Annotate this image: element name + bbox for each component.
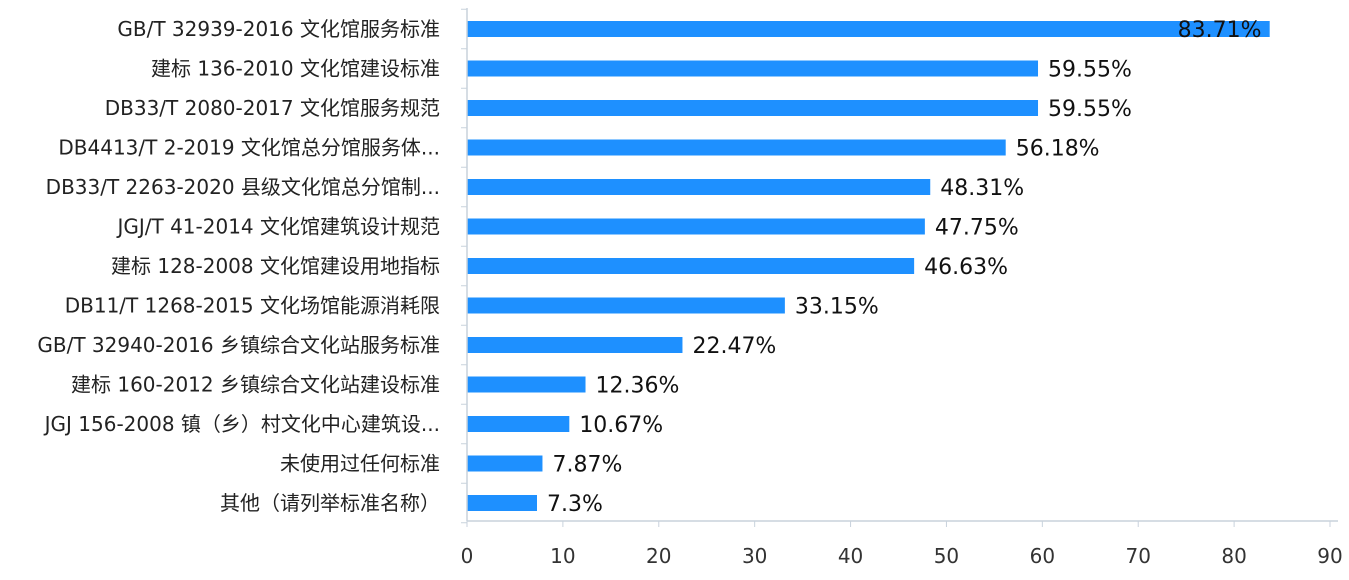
- bar: [467, 297, 785, 314]
- bar: [467, 139, 1006, 156]
- x-tick-label: 80: [1221, 544, 1246, 568]
- bar: [467, 416, 570, 432]
- category-label: JGJ/T 41-2014 文化馆建筑设计规范: [115, 215, 440, 239]
- axes: [461, 8, 1338, 524]
- category-label: DB33/T 2263-2020 县级文化馆总分馆制...: [46, 175, 440, 199]
- x-tick-label: 70: [1125, 544, 1150, 568]
- data-labels: 83.71% 59.55% 59.55% 56.18% 48.31% 47.75% 46.6…: [547, 18, 1262, 517]
- data-label: 46.63%: [924, 255, 1008, 280]
- x-tick-label: 10: [550, 544, 575, 568]
- data-label: 47.75%: [935, 216, 1019, 241]
- data-label: 56.18%: [1016, 137, 1100, 162]
- category-label: GB/T 32940-2016 乡镇综合文化站服务标准: [37, 333, 440, 357]
- category-label: GB/T 32939-2016 文化馆服务标准: [117, 17, 440, 41]
- x-tick-label: 30: [742, 544, 767, 568]
- x-tick-label: 0: [461, 544, 474, 568]
- x-tick-label: 60: [1030, 544, 1055, 568]
- category-label: 其他（请列举标准名称）: [220, 491, 440, 515]
- bar: [467, 218, 925, 235]
- data-label: 7.87%: [552, 453, 622, 478]
- bar: [467, 258, 915, 274]
- x-tick-label: 20: [646, 544, 671, 568]
- data-label: 59.55%: [1048, 58, 1132, 83]
- category-label: 建标 136-2010 文化馆建设标准: [151, 57, 440, 81]
- data-label: 48.31%: [940, 176, 1024, 201]
- data-label: 10.67%: [579, 413, 663, 438]
- category-label: JGJ 156-2008 镇（乡）村文化中心建筑设...: [43, 412, 440, 436]
- data-label: 59.55%: [1048, 97, 1132, 122]
- x-tick-label: 40: [838, 544, 863, 568]
- bar: [467, 21, 1270, 37]
- x-tick-label: 90: [1317, 544, 1342, 568]
- data-label: 22.47%: [692, 334, 776, 359]
- category-label: 建标 160-2012 乡镇综合文化站建设标准: [71, 373, 440, 397]
- bar: [467, 376, 586, 393]
- category-label: DB4413/T 2-2019 文化馆总分馆服务体...: [58, 136, 440, 160]
- x-tick-label: 50: [934, 544, 959, 568]
- category-label: 建标 128-2008 文化馆建设用地指标: [111, 254, 440, 278]
- bar: [467, 179, 931, 195]
- data-label: 12.36%: [596, 374, 680, 399]
- bar: [467, 495, 537, 511]
- bar: [467, 60, 1039, 77]
- bar: [467, 455, 543, 472]
- category-label: DB33/T 2080-2017 文化馆服务规范: [105, 96, 440, 120]
- bar: [467, 337, 683, 353]
- data-label: 33.15%: [795, 295, 879, 320]
- category-label: 未使用过任何标准: [280, 452, 440, 476]
- data-label: 83.71%: [1178, 18, 1262, 43]
- data-label: 7.3%: [547, 492, 603, 517]
- bar: [467, 100, 1039, 116]
- x-axis-ticks: 0 10 20 30 40 50 60 70 80 90: [461, 521, 1343, 568]
- bars: [467, 21, 1270, 511]
- category-label: DB11/T 1268-2015 文化场馆能源消耗限: [65, 294, 440, 318]
